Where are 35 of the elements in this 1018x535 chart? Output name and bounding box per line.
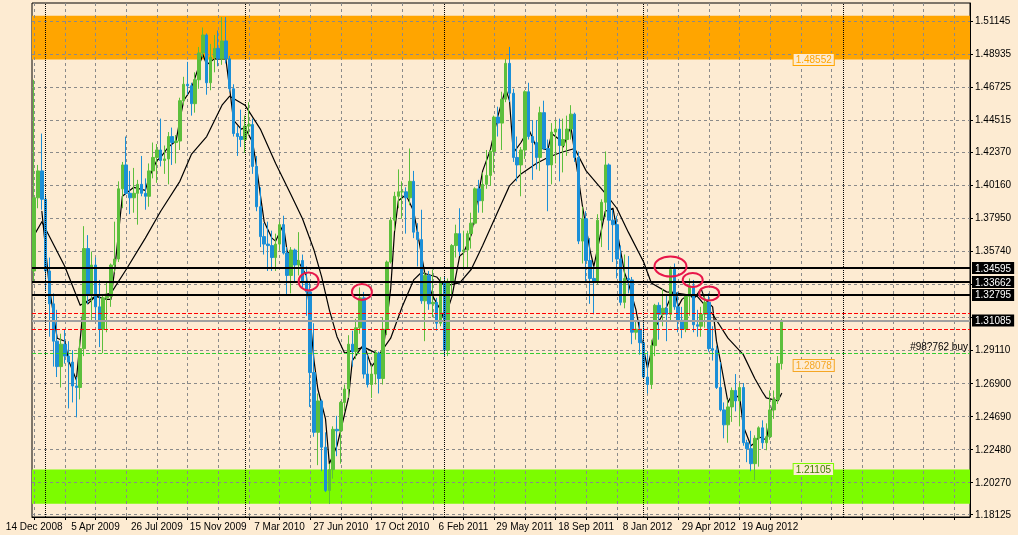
x-tick-label: 7 Mar 2010 xyxy=(254,520,306,532)
y-tick-label: 1.42370 xyxy=(975,146,1012,158)
y-tick-label: 1.26900 xyxy=(975,377,1012,389)
x-tick-label: 27 Jun 2010 xyxy=(313,520,369,532)
x-tick-label: 17 Oct 2010 xyxy=(374,520,430,532)
y-tick-label: 1.37950 xyxy=(975,212,1012,224)
ref-line-label: 1.33662 xyxy=(975,276,1012,288)
y-tick-label: 1.18125 xyxy=(975,508,1012,520)
y-tick-label: 1.44515 xyxy=(975,114,1012,126)
ref-line-label: 1.34595 xyxy=(975,262,1012,274)
x-tick-label: 18 Sep 2011 xyxy=(558,520,615,532)
y-tick-label: 1.20270 xyxy=(975,476,1012,488)
y-tick-label: 1.51145 xyxy=(975,15,1011,27)
x-tick-label: 26 Jul 2009 xyxy=(130,520,184,532)
y-tick-label: 1.46725 xyxy=(975,81,1012,93)
band-label: 1.48552 xyxy=(795,54,833,66)
y-tick-label: 1.29110 xyxy=(975,344,1011,356)
y-tick-label: 1.22480 xyxy=(975,443,1012,455)
y-tick-label: 1.40160 xyxy=(975,179,1012,191)
x-tick-label: 8 Jan 2012 xyxy=(622,520,673,532)
x-tick-label: 6 Feb 2011 xyxy=(438,520,489,532)
x-tick-label: 29 May 2011 xyxy=(496,520,554,532)
ref-line-label: 1.31085 xyxy=(975,315,1012,326)
y-tick-label: 1.35740 xyxy=(975,245,1012,257)
y-tick-label: 1.24690 xyxy=(975,410,1012,422)
annotation: 1.28078 xyxy=(795,359,833,371)
y-tick-label: 1.48935 xyxy=(975,48,1012,60)
x-tick-label: 14 Dec 2008 xyxy=(5,520,63,532)
ref-line-label: 1.32795 xyxy=(975,289,1012,301)
x-tick-label: 5 Apr 2009 xyxy=(71,520,121,532)
x-tick-label: 19 Aug 2012 xyxy=(742,520,799,532)
band-label: 1.21105 xyxy=(795,464,832,476)
ref-line-label: #98?762 buy xyxy=(910,340,968,352)
x-tick-label: 15 Nov 2009 xyxy=(189,520,247,532)
x-tick-label: 29 Apr 2012 xyxy=(681,520,737,532)
